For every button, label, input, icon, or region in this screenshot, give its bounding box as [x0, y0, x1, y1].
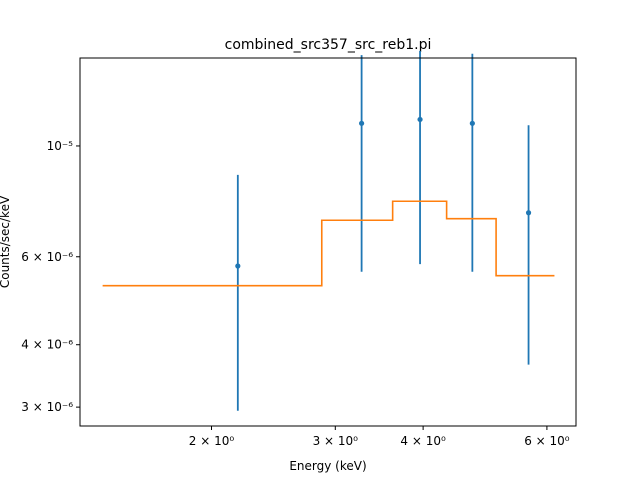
model-step-line	[102, 200, 555, 287]
y-tick-label-4: 10⁻⁵	[47, 139, 74, 153]
x-tick-label-1: 2 × 10⁰	[189, 434, 235, 448]
y-tick-label-2: 4 × 10⁻⁶	[21, 338, 73, 352]
x-tick-label-3: 4 × 10⁰	[400, 434, 446, 448]
x-tick-label-4: 6 × 10⁰	[524, 434, 570, 448]
data-point-2	[359, 120, 365, 126]
data-point-4	[469, 120, 475, 126]
y-axis-label: Counts/sec/keV	[0, 195, 12, 288]
y-tick-label-3: 6 × 10⁻⁶	[21, 250, 73, 264]
x-tick-label-2: 3 × 10⁰	[313, 434, 359, 448]
data-point-3	[417, 116, 423, 123]
y-tick-label-1: 3 × 10⁻⁶	[21, 400, 73, 414]
plot-frame	[79, 57, 577, 427]
chart-title: combined_src357_src_reb1.pi	[225, 37, 432, 53]
data-point-1	[235, 263, 241, 269]
x-axis-label: Energy (keV)	[289, 459, 366, 473]
data-point-5	[525, 210, 532, 216]
